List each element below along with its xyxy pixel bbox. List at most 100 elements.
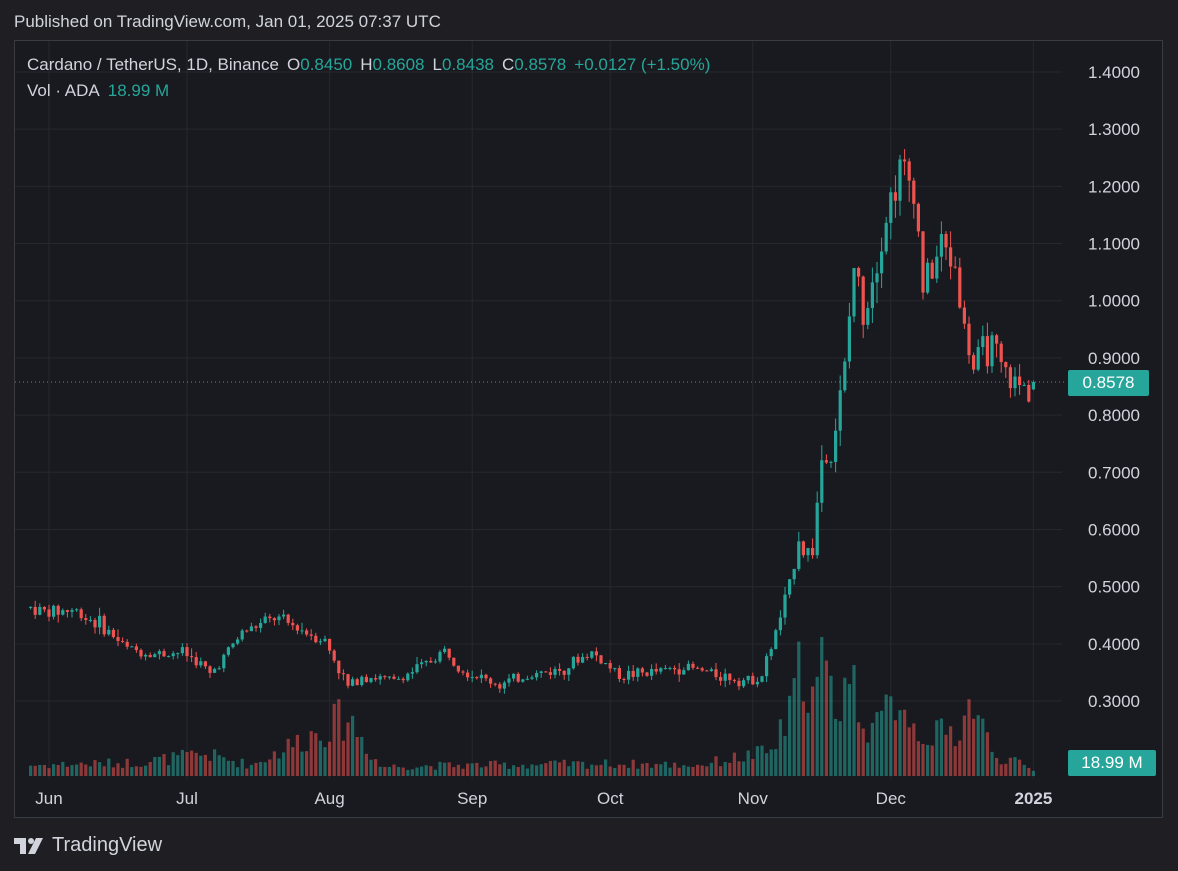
volume-bar <box>576 761 580 776</box>
candle-body <box>1022 384 1026 386</box>
volume-bar <box>650 767 654 776</box>
price-tick-label: 0.3000 <box>1088 692 1140 711</box>
candle-body <box>778 617 782 631</box>
candle-body <box>254 626 258 628</box>
time-tick-label: Jul <box>176 789 198 808</box>
volume-bar <box>1013 757 1017 776</box>
candle-body <box>916 203 920 232</box>
candle-body <box>75 609 79 611</box>
candle-body <box>972 355 976 370</box>
volume-bar <box>498 764 502 776</box>
symbol-description[interactable]: Cardano / TetherUS, 1D, Binance <box>27 55 279 74</box>
candle-body <box>111 629 115 638</box>
candle-body <box>295 625 299 631</box>
candle-body <box>949 247 953 267</box>
candle-body <box>433 661 437 663</box>
candle-body <box>774 630 778 650</box>
candle-body <box>420 662 424 665</box>
volume-bar <box>190 750 194 776</box>
candle-body <box>42 606 46 610</box>
candle-body <box>443 648 447 652</box>
open-label: O <box>287 55 301 74</box>
volume-bar <box>130 767 134 776</box>
volume-bar <box>1031 770 1035 776</box>
candle-body <box>355 679 359 685</box>
volume-bar <box>820 637 824 776</box>
volume-layer <box>29 637 1035 776</box>
candle-body <box>208 666 212 673</box>
candle-body <box>222 654 226 669</box>
price-tick-label: 1.4000 <box>1088 63 1140 82</box>
time-tick-label: Oct <box>597 789 624 808</box>
volume-bar <box>921 743 925 776</box>
tradingview-brand[interactable]: TradingView <box>14 834 162 857</box>
volume-bar <box>935 720 939 776</box>
candle-body <box>995 335 999 344</box>
candle-body <box>935 256 939 279</box>
change-value: +0.0127 (+1.50%) <box>574 55 711 74</box>
candle-body <box>801 541 805 556</box>
candle-body <box>65 610 69 612</box>
volume-bar <box>884 694 888 776</box>
candle-body <box>907 161 911 181</box>
volume-bar <box>121 767 125 776</box>
candle-body <box>305 630 309 635</box>
candle-body <box>351 679 355 686</box>
volume-bar <box>834 718 838 776</box>
volume-bar <box>604 759 608 776</box>
candle-body <box>125 641 129 647</box>
candle-body <box>691 663 695 668</box>
candle-body <box>507 678 511 683</box>
candle-body <box>249 626 253 632</box>
candle-body <box>976 347 980 370</box>
candle-body <box>240 630 244 640</box>
volume-label[interactable]: Vol · ADA <box>27 81 100 100</box>
candle-body <box>162 651 166 657</box>
volume-bar <box>751 759 755 776</box>
candle-body <box>659 668 663 672</box>
candle-body <box>999 343 1003 363</box>
candle-body <box>898 159 902 201</box>
volume-bar <box>967 699 971 776</box>
candle-body <box>769 649 773 657</box>
candle-body <box>562 670 566 675</box>
candle-body <box>277 616 281 621</box>
candle-body <box>461 671 465 673</box>
candle-body <box>332 650 336 661</box>
volume-bar <box>56 765 60 776</box>
volume-bar <box>351 715 355 776</box>
candle-body <box>424 660 428 663</box>
volume-bar <box>456 764 460 776</box>
candle-body <box>838 390 842 431</box>
volume-bar <box>475 762 479 776</box>
candle-body <box>360 676 364 685</box>
volume-bar <box>521 764 525 776</box>
candle-body <box>705 670 709 672</box>
candle-body <box>286 614 290 623</box>
candle-body <box>282 614 286 617</box>
volume-bar <box>1022 764 1026 776</box>
candle-body <box>627 670 631 680</box>
candle-body <box>364 676 368 683</box>
volume-bar <box>765 753 769 776</box>
volume-bar <box>709 762 713 776</box>
candle-body <box>475 677 479 679</box>
volume-bar <box>599 764 603 776</box>
volume-bar <box>590 764 594 776</box>
volume-bar <box>562 759 566 776</box>
candle-body <box>594 651 598 656</box>
candle-body <box>88 619 92 621</box>
candle-body <box>645 672 649 676</box>
candle-body <box>291 622 295 626</box>
chart-frame[interactable] <box>14 40 1163 818</box>
volume-bar <box>824 660 828 776</box>
volume-bar <box>645 763 649 776</box>
volume-bar <box>806 712 810 776</box>
volume-bar <box>433 769 437 776</box>
candle-body <box>130 646 134 648</box>
candle-body <box>714 669 718 678</box>
candle-body <box>889 192 893 223</box>
candle-body <box>318 641 322 643</box>
volume-bar <box>700 765 704 776</box>
